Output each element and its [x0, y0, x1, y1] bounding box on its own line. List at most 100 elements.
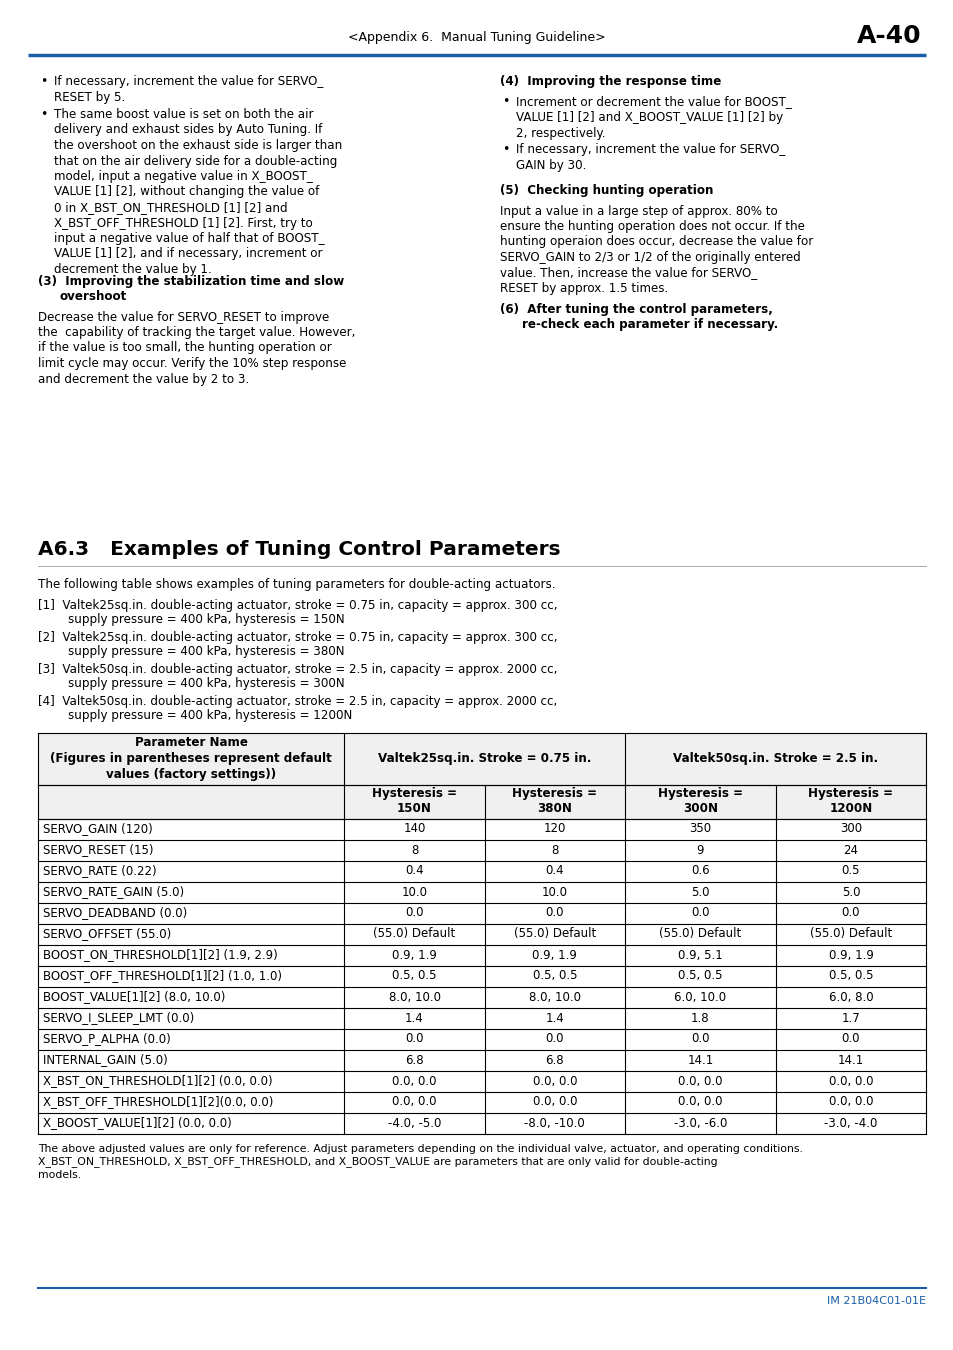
Text: Hysteresis =
300N: Hysteresis = 300N [658, 787, 742, 815]
Text: 6.8: 6.8 [405, 1053, 423, 1066]
Text: supply pressure = 400 kPa, hysteresis = 300N: supply pressure = 400 kPa, hysteresis = … [68, 676, 344, 690]
Text: The same boost value is set on both the air
delivery and exhaust sides by Auto T: The same boost value is set on both the … [54, 108, 342, 275]
Text: -8.0, -10.0: -8.0, -10.0 [524, 1116, 584, 1130]
Text: 300: 300 [839, 822, 862, 836]
Text: [4]  Valtek50sq.in. double-acting actuator, stroke = 2.5 in, capacity = approx. : [4] Valtek50sq.in. double-acting actuato… [38, 694, 557, 707]
Text: X_BST_OFF_THRESHOLD[1][2](0.0, 0.0): X_BST_OFF_THRESHOLD[1][2](0.0, 0.0) [43, 1095, 274, 1108]
Text: (55.0) Default: (55.0) Default [659, 927, 740, 941]
Text: 0.0: 0.0 [545, 906, 563, 919]
Text: The following table shows examples of tuning parameters for double-acting actuat: The following table shows examples of tu… [38, 578, 555, 591]
Text: X_BST_ON_THRESHOLD[1][2] (0.0, 0.0): X_BST_ON_THRESHOLD[1][2] (0.0, 0.0) [43, 1075, 273, 1088]
Text: -3.0, -6.0: -3.0, -6.0 [673, 1116, 726, 1130]
Text: •: • [40, 76, 48, 88]
Bar [38, 903, 925, 923]
Text: 0.9, 1.9: 0.9, 1.9 [827, 949, 873, 961]
Bar [38, 1007, 925, 1029]
Text: A6.3   Examples of Tuning Control Parameters: A6.3 Examples of Tuning Control Paramete… [38, 540, 560, 559]
Text: •: • [40, 108, 48, 122]
Text: 0.0: 0.0 [691, 906, 709, 919]
Text: SERVO_RESET (15): SERVO_RESET (15) [43, 844, 153, 856]
Bar [38, 860, 925, 882]
Bar [38, 965, 925, 987]
Text: 8: 8 [551, 844, 558, 856]
Text: 0.0: 0.0 [405, 906, 423, 919]
Text: SERVO_GAIN (120): SERVO_GAIN (120) [43, 822, 152, 836]
Text: supply pressure = 400 kPa, hysteresis = 150N: supply pressure = 400 kPa, hysteresis = … [68, 613, 344, 626]
Text: models.: models. [38, 1169, 81, 1180]
Text: 5.0: 5.0 [691, 886, 709, 899]
Text: 0.0, 0.0: 0.0, 0.0 [392, 1095, 436, 1108]
Text: 0.0, 0.0: 0.0, 0.0 [828, 1075, 872, 1088]
Bar [38, 784, 925, 818]
Text: Increment or decrement the value for BOOST_
VALUE [1] [2] and X_BOOST_VALUE [1] : Increment or decrement the value for BOO… [516, 96, 791, 139]
Text: SERVO_DEADBAND (0.0): SERVO_DEADBAND (0.0) [43, 906, 187, 919]
Text: 5.0: 5.0 [841, 886, 860, 899]
Text: 0.0: 0.0 [691, 1033, 709, 1045]
Text: overshoot: overshoot [60, 290, 127, 302]
Text: 0.6: 0.6 [690, 864, 709, 878]
Text: Hysteresis =
1200N: Hysteresis = 1200N [807, 787, 893, 815]
Text: 0.0: 0.0 [841, 1033, 860, 1045]
Text: Decrease the value for SERVO_RESET to improve
the  capability of tracking the ta: Decrease the value for SERVO_RESET to im… [38, 310, 355, 386]
Text: BOOST_OFF_THRESHOLD[1][2] (1.0, 1.0): BOOST_OFF_THRESHOLD[1][2] (1.0, 1.0) [43, 969, 282, 983]
Text: 0.0, 0.0: 0.0, 0.0 [392, 1075, 436, 1088]
Bar [38, 1112, 925, 1134]
Text: re-check each parameter if necessary.: re-check each parameter if necessary. [521, 319, 778, 331]
Text: Hysteresis =
380N: Hysteresis = 380N [512, 787, 597, 815]
Text: (6)  After tuning the control parameters,: (6) After tuning the control parameters, [499, 304, 772, 316]
Text: 0.0, 0.0: 0.0, 0.0 [532, 1075, 577, 1088]
Text: If necessary, increment the value for SERVO_
RESET by 5.: If necessary, increment the value for SE… [54, 76, 323, 104]
Text: 120: 120 [543, 822, 565, 836]
Text: 1.4: 1.4 [405, 1011, 423, 1025]
Text: [2]  Valtek25sq.in. double-acting actuator, stroke = 0.75 in, capacity = approx.: [2] Valtek25sq.in. double-acting actuato… [38, 630, 557, 644]
Text: •: • [501, 143, 509, 157]
Text: supply pressure = 400 kPa, hysteresis = 1200N: supply pressure = 400 kPa, hysteresis = … [68, 709, 352, 722]
Text: The above adjusted values are only for reference. Adjust parameters depending on: The above adjusted values are only for r… [38, 1143, 802, 1153]
Bar [38, 840, 925, 860]
Text: 0.5: 0.5 [841, 864, 860, 878]
Text: 14.1: 14.1 [837, 1053, 863, 1066]
Text: BOOST_ON_THRESHOLD[1][2] (1.9, 2.9): BOOST_ON_THRESHOLD[1][2] (1.9, 2.9) [43, 949, 277, 961]
Bar [38, 1029, 925, 1049]
Text: 0.0, 0.0: 0.0, 0.0 [678, 1075, 722, 1088]
Bar [38, 882, 925, 903]
Text: (3)  Improving the stabilization time and slow: (3) Improving the stabilization time and… [38, 275, 344, 289]
Bar [38, 1071, 925, 1092]
Bar [38, 818, 925, 840]
Bar [38, 987, 925, 1007]
Text: 1.7: 1.7 [841, 1011, 860, 1025]
Text: SERVO_RATE (0.22): SERVO_RATE (0.22) [43, 864, 156, 878]
Text: Valtek50sq.in. Stroke = 2.5 in.: Valtek50sq.in. Stroke = 2.5 in. [672, 752, 877, 765]
Text: 0.0: 0.0 [405, 1033, 423, 1045]
Text: 8: 8 [411, 844, 417, 856]
Text: 9: 9 [696, 844, 703, 856]
Text: 0.4: 0.4 [405, 864, 423, 878]
Text: 24: 24 [842, 844, 858, 856]
Text: Parameter Name
(Figures in parentheses represent default
values (factory setting: Parameter Name (Figures in parentheses r… [51, 736, 332, 782]
Bar [38, 945, 925, 965]
Text: [1]  Valtek25sq.in. double-acting actuator, stroke = 0.75 in, capacity = approx.: [1] Valtek25sq.in. double-acting actuato… [38, 598, 557, 612]
Text: 0.0, 0.0: 0.0, 0.0 [828, 1095, 872, 1108]
Text: (55.0) Default: (55.0) Default [373, 927, 456, 941]
Text: 0.5, 0.5: 0.5, 0.5 [828, 969, 872, 983]
Text: 0.5, 0.5: 0.5, 0.5 [532, 969, 577, 983]
Text: 8.0, 10.0: 8.0, 10.0 [528, 991, 580, 1003]
Bar [38, 923, 925, 945]
Text: 140: 140 [403, 822, 425, 836]
Text: 8.0, 10.0: 8.0, 10.0 [388, 991, 440, 1003]
Text: If necessary, increment the value for SERVO_
GAIN by 30.: If necessary, increment the value for SE… [516, 143, 784, 171]
Text: SERVO_I_SLEEP_LMT (0.0): SERVO_I_SLEEP_LMT (0.0) [43, 1011, 194, 1025]
Text: 0.4: 0.4 [545, 864, 563, 878]
Bar [38, 733, 925, 784]
Text: •: • [501, 96, 509, 108]
Text: 1.8: 1.8 [690, 1011, 709, 1025]
Text: (4)  Improving the response time: (4) Improving the response time [499, 76, 720, 88]
Text: IM 21B04C01-01E: IM 21B04C01-01E [826, 1296, 925, 1305]
Text: 6.8: 6.8 [545, 1053, 563, 1066]
Text: Valtek25sq.in. Stroke = 0.75 in.: Valtek25sq.in. Stroke = 0.75 in. [377, 752, 591, 765]
Text: 0.0, 0.0: 0.0, 0.0 [532, 1095, 577, 1108]
Text: 0.5, 0.5: 0.5, 0.5 [392, 969, 436, 983]
Bar [38, 1049, 925, 1071]
Text: 0.9, 5.1: 0.9, 5.1 [678, 949, 722, 961]
Text: [3]  Valtek50sq.in. double-acting actuator, stroke = 2.5 in, capacity = approx. : [3] Valtek50sq.in. double-acting actuato… [38, 663, 557, 675]
